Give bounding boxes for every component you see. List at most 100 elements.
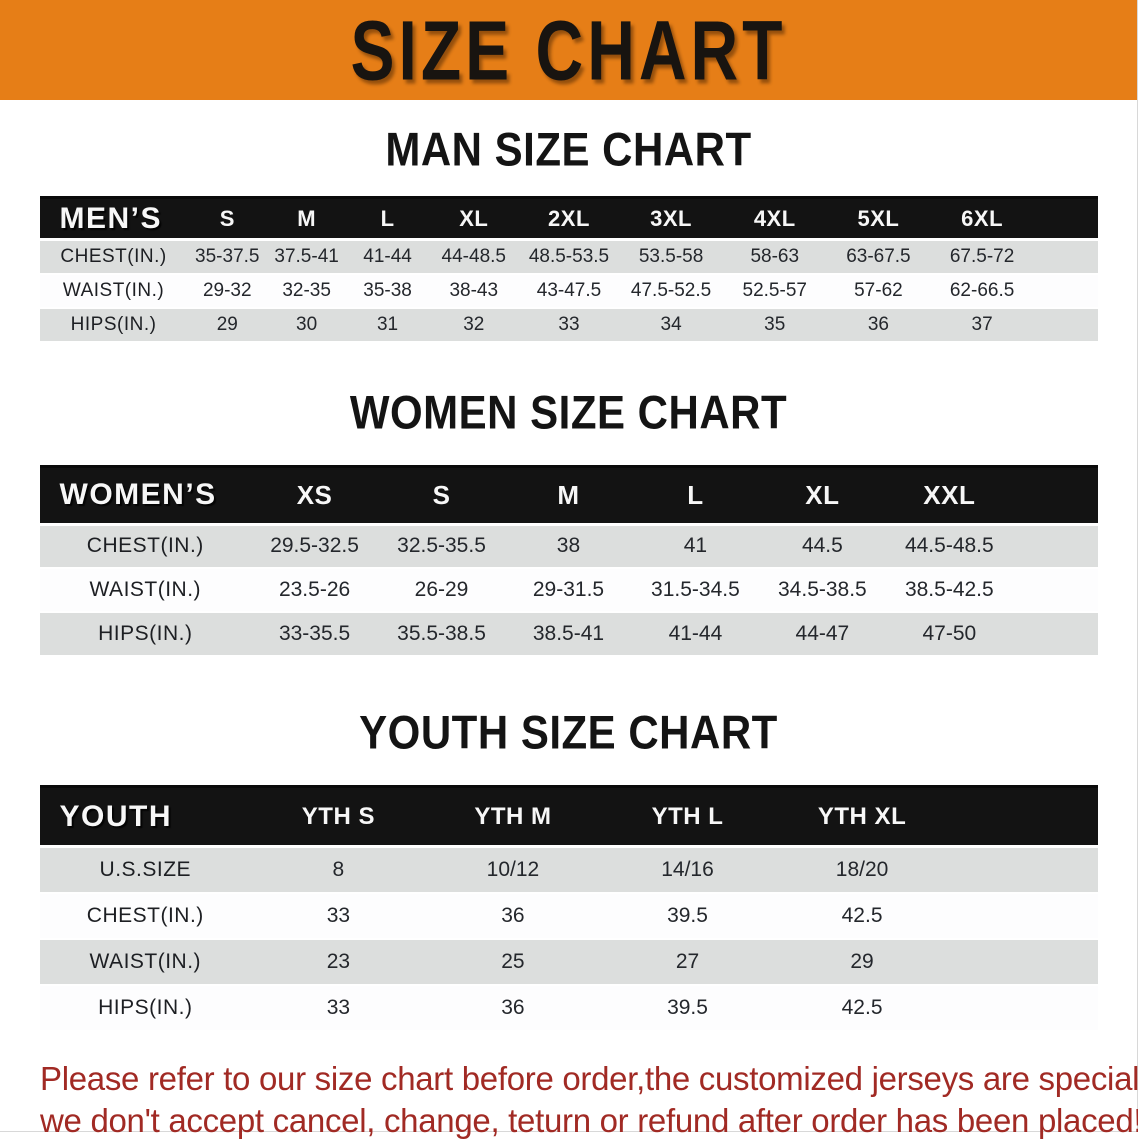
column-header: YTH M xyxy=(474,802,552,830)
table-cell: 37 xyxy=(971,313,993,335)
table-cell: 41-44 xyxy=(668,622,723,645)
table-cell: 44-48.5 xyxy=(441,245,506,267)
content: MAN SIZE CHART MEN’S S M L XL 2XL 3XL 4XL 5XL 6XL… xyxy=(0,123,1137,1032)
column-header: L xyxy=(380,205,395,231)
column-header: 6XL xyxy=(961,205,1004,231)
filler-cell xyxy=(1034,308,1098,342)
table-cell: 67.5-72 xyxy=(949,245,1015,267)
column-header: 5XL xyxy=(857,205,900,231)
table-row: WAIST(IN.) 23 25 27 29 xyxy=(39,938,1098,985)
table-cell: 33 xyxy=(326,995,351,1019)
table-cell: 31.5-34.5 xyxy=(651,578,740,601)
table-cell: 42.5 xyxy=(841,903,883,927)
filler-cell xyxy=(1013,466,1098,524)
table-row: HIPS(IN.) 33 36 39.5 42.5 xyxy=(39,984,1098,1031)
notice-line-2: we don't accept cancel, change, teturn o… xyxy=(40,1101,1138,1139)
filler-cell xyxy=(1013,612,1098,656)
table-cell: 57-62 xyxy=(854,279,903,301)
table-cell: 29 xyxy=(216,313,238,335)
table-cell: 26-29 xyxy=(414,578,469,601)
filler-cell xyxy=(1013,568,1098,612)
table-cell: 35-38 xyxy=(363,279,412,301)
table-row: CHEST(IN.) 29.5-32.5 32.5-35.5 38 41 44.5 44.5… xyxy=(39,524,1098,568)
row-label: WAIST(IN.) xyxy=(89,949,202,973)
row-label: U.S.SIZE xyxy=(99,857,192,881)
section-youth: YOUTH SIZE CHART YOUTH YTH S YTH M YTH L YTH… xyxy=(0,706,1137,1032)
table-cell: 33 xyxy=(326,903,351,927)
row-label: WAIST(IN.) xyxy=(89,578,202,601)
table-cell: 27 xyxy=(675,949,700,973)
table-cell: 31 xyxy=(376,313,399,335)
table-cell: 33 xyxy=(558,313,580,335)
table-cell: 38 xyxy=(556,534,581,558)
table-cell: 8 xyxy=(332,857,345,881)
table-cell: 36 xyxy=(501,903,525,927)
table-cell: 29.5-32.5 xyxy=(270,534,359,558)
table-cell: 10/12 xyxy=(486,857,540,881)
table-cell: 53.5-58 xyxy=(638,245,704,267)
table-cell: 38-43 xyxy=(449,279,499,301)
table-cell: 36 xyxy=(501,995,525,1019)
table-cell: 48.5-53.5 xyxy=(528,245,610,267)
table-header-label: YOUTH xyxy=(59,799,172,833)
table-cell: 23 xyxy=(326,949,351,973)
table-cell: 42.5 xyxy=(841,995,883,1019)
table-cell: 41 xyxy=(683,534,708,558)
table-cell: 44.5-48.5 xyxy=(904,534,994,558)
table-cell: 43-47.5 xyxy=(536,279,602,301)
row-label: CHEST(IN.) xyxy=(86,534,204,558)
table-cell: 35.5-38.5 xyxy=(397,622,486,645)
row-label: WAIST(IN.) xyxy=(62,279,165,301)
filler-cell xyxy=(1013,524,1098,568)
table-cell: 34 xyxy=(660,313,682,335)
table-cell: 44-47 xyxy=(795,622,850,645)
youth-size-table: YOUTH YTH S YTH M YTH L YTH XL U.S.SIZE 8 10/12… xyxy=(39,785,1098,1032)
table-cell: 47.5-52.5 xyxy=(630,279,712,301)
table-header-row: WOMEN’S XS S M L XL XXL xyxy=(39,466,1098,524)
table-cell: 32 xyxy=(463,313,485,335)
table-cell: 25 xyxy=(501,949,525,973)
youth-section-title: YOUTH SIZE CHART xyxy=(359,706,778,759)
notice-line-1: Please refer to our size chart before or… xyxy=(40,1059,1138,1097)
table-header-label: MEN’S xyxy=(59,201,163,235)
table-header-row: MEN’S S M L XL 2XL 3XL 4XL 5XL 6XL xyxy=(39,197,1098,240)
table-cell: 18/20 xyxy=(835,857,889,881)
table-row: HIPS(IN.) 29 30 31 32 33 34 35 36 37 xyxy=(39,307,1098,342)
row-label: CHEST(IN.) xyxy=(86,903,204,927)
page-title: SIZE CHART xyxy=(350,2,787,98)
row-label: HIPS(IN.) xyxy=(98,622,193,645)
men-size-table: MEN’S S M L XL 2XL 3XL 4XL 5XL 6XL CHEST(IN.) 35-37… xyxy=(39,196,1098,343)
footer-notice: Please refer to our size chart before or… xyxy=(40,1058,1138,1142)
filler-cell xyxy=(1034,274,1098,308)
table-cell: 35-37.5 xyxy=(195,245,260,267)
section-women: WOMEN SIZE CHART WOMEN’S XS S M L XL XXL CHEST(… xyxy=(0,385,1137,658)
table-header-row: YOUTH YTH S YTH M YTH L YTH XL xyxy=(39,786,1098,847)
column-header: S xyxy=(432,479,451,510)
table-cell: 39.5 xyxy=(667,995,708,1019)
table-cell: 44.5 xyxy=(801,534,843,558)
table-row: CHEST(IN.) 33 36 39.5 42.5 xyxy=(39,892,1098,939)
table-row: HIPS(IN.) 33-35.5 35.5-38.5 38.5-41 41-44 44-… xyxy=(39,612,1098,656)
table-cell: 33-35.5 xyxy=(278,622,351,645)
table-cell: 52.5-57 xyxy=(742,279,807,301)
table-row: WAIST(IN.) 29-32 32-35 35-38 38-43 43-47.5 47.… xyxy=(39,273,1098,308)
table-cell: 32.5-35.5 xyxy=(397,534,486,558)
men-section-title: MAN SIZE CHART xyxy=(385,123,752,176)
column-header: 3XL xyxy=(650,205,692,231)
table-cell: 62-66.5 xyxy=(949,279,1015,301)
row-label: HIPS(IN.) xyxy=(98,995,193,1019)
filler-cell xyxy=(1034,198,1098,240)
row-label: CHEST(IN.) xyxy=(60,245,167,267)
column-header: YTH S xyxy=(301,802,375,830)
women-size-table: WOMEN’S XS S M L XL XXL CHEST(IN.) 29.5-32.5 32.5… xyxy=(39,465,1098,658)
row-label: HIPS(IN.) xyxy=(70,313,157,335)
column-header: S xyxy=(219,205,235,231)
filler-cell xyxy=(949,893,1097,939)
women-section-title: WOMEN SIZE CHART xyxy=(349,385,788,439)
banner: SIZE CHART xyxy=(0,0,1137,100)
section-men: MAN SIZE CHART MEN’S S M L XL 2XL 3XL 4XL 5XL 6XL… xyxy=(0,123,1137,343)
filler-cell xyxy=(949,939,1097,985)
table-cell: 32-35 xyxy=(282,279,331,301)
column-header: XS xyxy=(296,479,333,510)
table-row: WAIST(IN.) 23.5-26 26-29 29-31.5 31.5-34.5 34… xyxy=(39,568,1098,612)
